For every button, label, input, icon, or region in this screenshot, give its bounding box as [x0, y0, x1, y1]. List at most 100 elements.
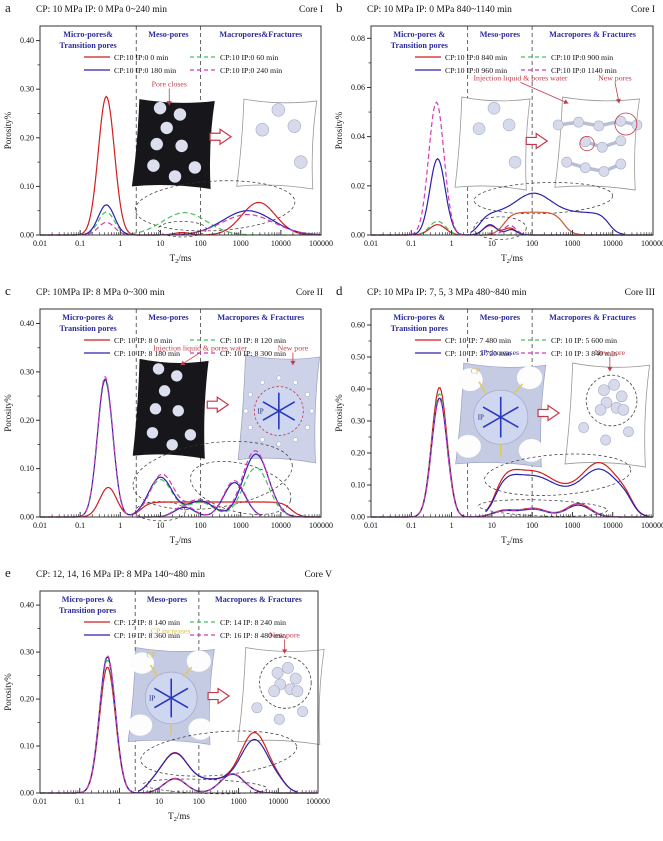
annotation-arrowhead: [607, 367, 613, 372]
inset-rock-white: [236, 98, 318, 190]
pore-circle: [598, 166, 610, 177]
y-tick-label: 0.00: [20, 513, 34, 522]
bubble-circle: [304, 425, 310, 430]
legend-label: CP:10 IP:0 960 min: [445, 66, 507, 75]
pore-circle: [271, 666, 284, 679]
grain-gap: [516, 366, 543, 390]
x-tick-label: 10: [488, 521, 496, 530]
annotation-arrowhead: [290, 360, 296, 366]
y-tick-label: 0.30: [20, 85, 34, 94]
annotation: IP decreases: [481, 348, 519, 357]
pore-circle: [615, 135, 627, 147]
region-label: Macropores & Fractures: [549, 30, 636, 39]
x-tick-label: 0.1: [75, 521, 85, 530]
x-tick-label: 1: [118, 521, 122, 530]
x-tick-label: 1: [117, 797, 121, 806]
y-tick-label: 0.30: [20, 367, 34, 376]
bubble-circle: [243, 408, 249, 414]
pore-circle: [150, 137, 163, 151]
region-label: Meso-pores: [480, 30, 520, 39]
pore-circle: [147, 159, 160, 172]
annotation-arrowhead: [615, 98, 621, 104]
x-tick-label: 0.01: [33, 521, 47, 530]
bubble-circle: [247, 392, 253, 397]
pore-circle: [268, 685, 281, 698]
legend-label: CP: 10 IP: 8 120 min: [220, 336, 286, 345]
x-tick-label: 0.01: [364, 239, 378, 248]
y-tick-label: 0.00: [20, 231, 34, 240]
pore-circle: [598, 384, 610, 396]
region-label: Micro-pores &: [393, 313, 445, 322]
curve-magnified macro signal 480 min: [485, 462, 649, 517]
transition-arrow-icon: [207, 687, 231, 705]
grain-gap: [455, 434, 481, 458]
annotation: Injection liquid & pores water: [153, 344, 247, 353]
pressure-star-icon: [262, 401, 296, 421]
y-tick-label: 0.20: [20, 695, 34, 704]
cp-arrow-icon: [512, 383, 523, 395]
legend-label: CP: 10 IP: 8 180 min: [114, 349, 180, 358]
region-label: Micro-pores &: [62, 595, 114, 604]
y-tick-label: 0.00: [351, 231, 365, 240]
x-tick-label: 1: [450, 521, 454, 530]
x-tick-label: 1000: [233, 521, 249, 530]
x-tick-label: 1000: [564, 239, 580, 248]
pore-circle: [623, 426, 634, 438]
region-label: Meso-pores: [147, 595, 187, 604]
bubble-circle: [259, 379, 265, 385]
y-tick-label: 0.02: [351, 181, 365, 190]
y-tick-label: 0.40: [20, 319, 34, 328]
new-pore-cluster-outline: [259, 656, 312, 709]
y-tick-label: 0.10: [351, 481, 365, 490]
cp-arrow-icon: [182, 666, 193, 678]
y-tick-label: 0.20: [20, 416, 34, 425]
region-label: Macropores & Fractures: [549, 313, 636, 322]
pore-circle: [289, 672, 302, 685]
x-tick-label: 0.1: [406, 521, 416, 530]
grain-gap: [188, 718, 213, 740]
x-tick-label: 100000: [641, 239, 663, 248]
y-tick-label: 0.50: [351, 353, 365, 362]
y-axis-label: Porosity%: [334, 111, 344, 149]
pore-circle: [594, 404, 607, 416]
pressure-star-icon: [482, 406, 519, 429]
y-tick-label: 0.00: [351, 513, 365, 522]
x-tick-label: 100: [195, 521, 207, 530]
pore-circle: [596, 141, 608, 153]
y-tick-label: 0.20: [351, 449, 365, 458]
bubble-circle: [276, 441, 282, 447]
pore-circle: [561, 156, 573, 168]
region-label: Meso-pores: [480, 313, 520, 322]
annotation-arrowhead: [166, 101, 172, 106]
x-tick-label: 0.1: [75, 797, 85, 806]
pore-circle: [153, 101, 167, 115]
region-label: Meso-pores: [148, 30, 188, 39]
x-tick-label: 0.01: [364, 521, 378, 530]
new-pore-highlight: [614, 112, 638, 136]
x-axis-label: T2/ms: [501, 535, 523, 547]
x-tick-label: 10000: [268, 797, 288, 806]
chart-canvas-a: Micro-pores&Transition pores Meso-pores Ma…: [3, 25, 333, 265]
region-label: Transition pores: [391, 324, 448, 333]
pore-circle: [158, 385, 171, 397]
pore-circle: [146, 427, 159, 439]
inset-blob-star: IP: [127, 647, 215, 745]
zoom-ellipse: [135, 501, 186, 522]
transition-arrow-icon: [525, 132, 549, 150]
bubble-circle: [276, 375, 282, 381]
x-axis-label: T2/ms: [170, 253, 192, 265]
legend-label: CP: 10 IP: 5 600 min: [551, 336, 617, 345]
pore-circle: [188, 161, 202, 174]
annotation: CP: [146, 651, 156, 660]
inset-rock-white: [454, 96, 531, 191]
pore-circle: [166, 439, 178, 451]
core-label: Core I: [298, 5, 323, 15]
pressure-star-icon: [154, 687, 189, 709]
curve-CP: 10 IP: 3 840 min: [371, 398, 653, 518]
x-axis-label: T2/ms: [168, 811, 190, 823]
region-label: Micro-pores &: [393, 30, 445, 39]
region-label: Macropores&Fractures: [219, 30, 302, 39]
core-label: Core V: [304, 570, 332, 580]
inset-dots-cluster: [564, 362, 651, 468]
